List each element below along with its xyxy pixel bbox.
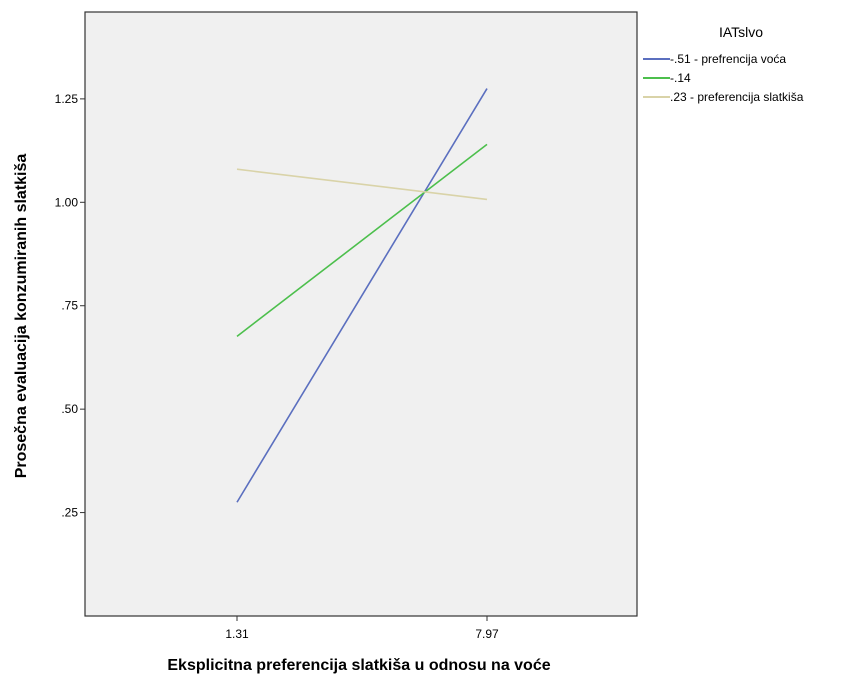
- legend-label-3: .23 - preferencija slatkiša: [670, 90, 804, 104]
- legend-title: IATslvo: [719, 24, 763, 40]
- y-axis-title: Prosečna evaluacija konzumiranih slatkiš…: [13, 154, 30, 479]
- legend-label-2: -.14: [670, 71, 691, 85]
- series-layer: [236, 88, 488, 503]
- series-line-3: [236, 168, 488, 201]
- legend-items: -.51 - prefrencija voća -.14 .23 - prefere…: [643, 52, 804, 104]
- y-tick-label: 1.00: [55, 195, 79, 209]
- y-tick-label: .50: [61, 402, 78, 416]
- plot-area: [85, 12, 637, 616]
- y-axis: .25 .50 .75 1.00 1.25: [55, 92, 85, 520]
- x-axis: 1.31 7.97: [225, 616, 499, 641]
- y-tick-label: 1.25: [55, 92, 79, 106]
- plot-frame: [84, 11, 638, 617]
- legend: IATslvo -.51 - prefrencija voća -.14 .23 -…: [643, 24, 804, 104]
- x-tick-label: 1.31: [225, 627, 249, 641]
- y-tick-label: .75: [61, 299, 78, 313]
- legend-label-1: -.51 - prefrencija voća: [670, 52, 786, 66]
- x-axis-title: Eksplicitna preferencija slatkiša u odno…: [167, 657, 550, 674]
- x-tick-label: 7.97: [475, 627, 499, 641]
- y-tick-label: .25: [61, 506, 78, 520]
- series-line-1: [236, 88, 488, 503]
- series-line-2: [236, 143, 488, 337]
